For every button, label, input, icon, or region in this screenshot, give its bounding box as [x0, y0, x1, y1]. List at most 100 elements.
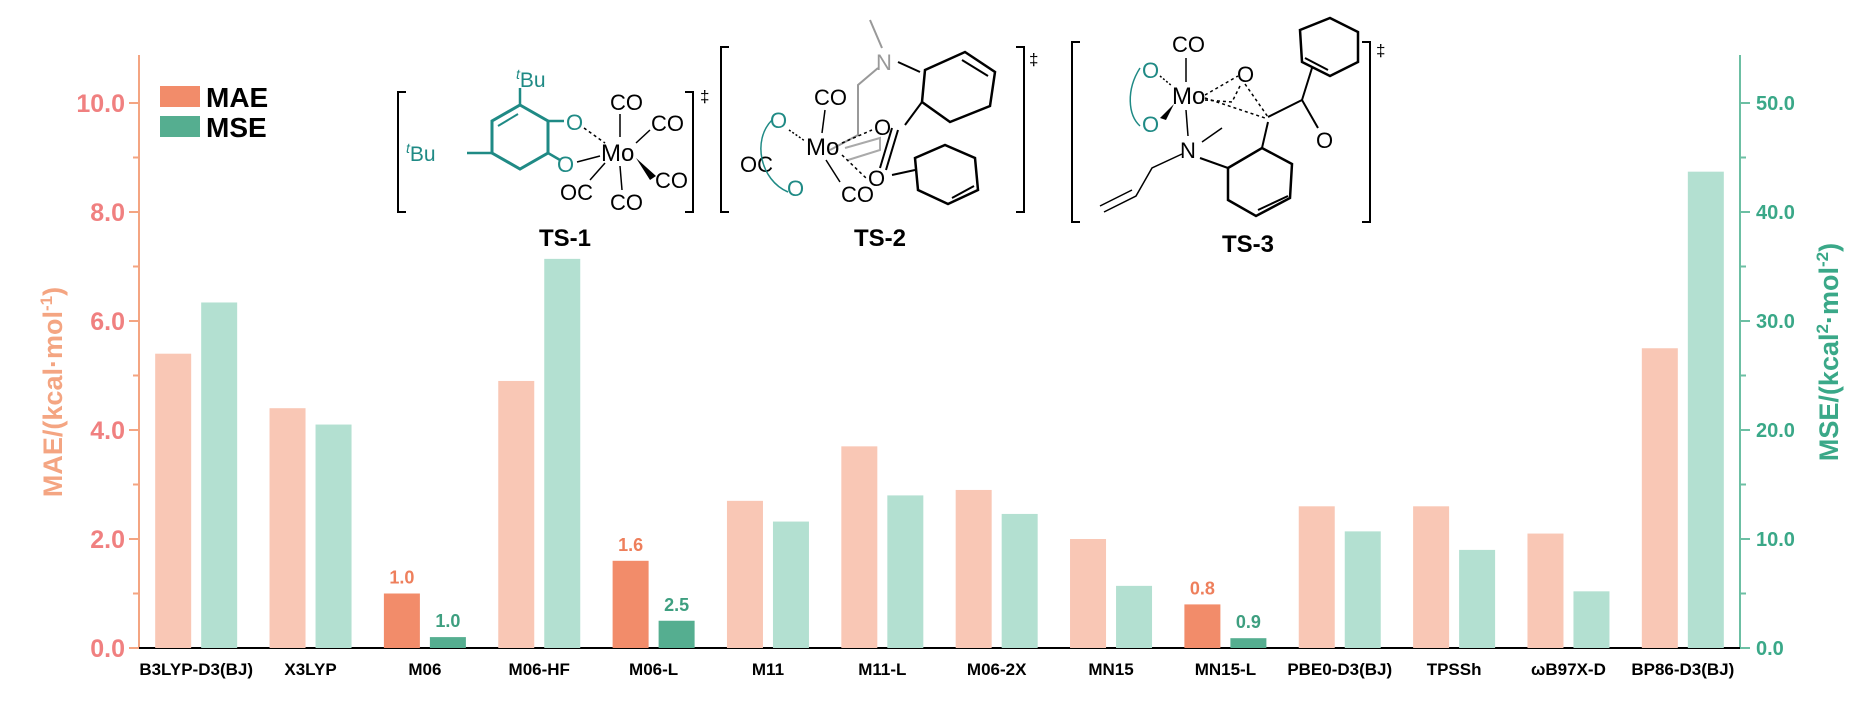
ts3-o-upper-left: O — [1142, 58, 1159, 83]
data-label-mae-4: 1.6 — [618, 535, 643, 555]
category-label-6: M11-L — [858, 660, 906, 679]
right-tick-label: 30.0 — [1756, 311, 1795, 333]
ts3-label: TS-3 — [1222, 231, 1274, 258]
ts3-allyl — [1103, 153, 1183, 213]
category-label-12: ωB97X-D — [1531, 660, 1606, 679]
ts1-tbu-top-text: Bu — [520, 69, 546, 92]
bar-mse-1 — [315, 424, 352, 648]
ts3-dash-a — [1204, 75, 1239, 96]
ts2-label: TS-2 — [854, 225, 906, 252]
bar-mae-0 — [155, 353, 192, 648]
axes — [138, 55, 1741, 649]
ts1-dagger: ‡ — [700, 87, 709, 106]
left-tick-label: 2.0 — [90, 526, 125, 554]
ts2-structure: ‡ N O O Mo CO O OC O CO TS-2 — [720, 19, 1038, 252]
bar-mse-3 — [544, 258, 581, 648]
ts2-allyl-double — [844, 136, 881, 161]
ts2-chelate-arc — [760, 119, 789, 193]
ts1-o-1: O — [566, 110, 583, 135]
right-ticks: 0.0 10.0 20.0 30.0 40.0 50.0 — [1740, 93, 1795, 660]
ts2-o-left: O — [770, 108, 787, 133]
ts3-o-lower-left: O — [1142, 112, 1159, 137]
category-label-5: M11 — [752, 660, 784, 679]
bar-mse-9 — [1230, 638, 1267, 648]
bar-mae-4 — [612, 560, 649, 648]
right-axis-title: MSE/(kcal2·mol-2) — [1813, 243, 1844, 461]
right-axis-title-sup2: -2 — [1813, 252, 1832, 267]
ts2-bracket-right — [1016, 46, 1025, 213]
ts1-tbu-top-sup: t — [516, 66, 521, 82]
category-label-3: M06-HF — [509, 660, 570, 679]
right-axis-title-end: ) — [1814, 243, 1844, 252]
category-labels: B3LYP-D3(BJ) X3LYP M06 M06-HF M06-L M11 M11-L M… — [139, 660, 1734, 679]
ts1-bracket-left — [397, 91, 406, 213]
data-label-mse-4: 2.5 — [664, 595, 689, 615]
ts2-co-low: CO — [841, 182, 874, 207]
ts3-n-aryl — [1199, 157, 1229, 169]
ts2-o-bottom: O — [787, 176, 804, 201]
left-tick-label: 10.0 — [76, 90, 125, 118]
ts2-c-c — [904, 101, 923, 126]
ts1-co-top: CO — [610, 90, 643, 115]
bar-mae-10 — [1298, 506, 1335, 648]
ts3-aryl-ring — [1226, 146, 1294, 218]
ts2-aryl-ring — [920, 50, 997, 124]
category-label-13: BP86-D3(BJ) — [1631, 660, 1734, 679]
bars — [155, 171, 1724, 649]
ts1-ring-inner — [497, 113, 519, 127]
bar-mse-8 — [1116, 585, 1153, 648]
ts1-dash-1 — [583, 127, 606, 144]
ts2-n-aryl — [897, 61, 921, 73]
ts3-bracket-right — [1362, 41, 1371, 223]
legend-swatch-mse — [160, 116, 200, 137]
data-label-mse-9: 0.9 — [1236, 612, 1261, 632]
ts3-allyl-double — [1099, 189, 1133, 207]
right-axis-title-main: MSE/(kcal — [1814, 334, 1844, 462]
left-tick-label: 6.0 — [90, 308, 125, 336]
ts2-n: N — [876, 50, 892, 75]
ts2-n-methyl — [869, 19, 883, 49]
bar-mae-7 — [955, 489, 992, 648]
ts3-n: N — [1180, 138, 1196, 163]
category-label-9: MN15-L — [1195, 660, 1256, 679]
ts1-wedge — [636, 158, 656, 180]
category-label-11: TPSSh — [1427, 660, 1482, 679]
bar-mae-12 — [1527, 533, 1564, 648]
ts3-dash-b — [1204, 97, 1266, 119]
ts3-c-phenyl — [1301, 67, 1313, 101]
ts3-structure: ‡ CO Mo O O O O N TS-3 — [1071, 16, 1385, 258]
bar-mae-8 — [1070, 539, 1107, 648]
ts1-oc-ll: OC — [560, 180, 593, 205]
ts3-mo-n — [1185, 109, 1189, 137]
left-axis-title: MAE/(kcal·mol-1) — [37, 287, 68, 497]
ts3-c-aryl — [1261, 121, 1269, 149]
bar-labels: 1.0 1.0 1.6 2.5 0.8 0.9 — [389, 535, 1261, 632]
bar-mse-11 — [1459, 549, 1496, 648]
ts3-wedge — [1160, 104, 1174, 120]
bar-mae-5 — [726, 500, 763, 648]
ts3-epox-1 — [1244, 83, 1269, 118]
data-label-mse-2: 1.0 — [435, 611, 460, 631]
right-axis-title-sup1: 2 — [1813, 324, 1832, 333]
bar-mae-11 — [1413, 506, 1450, 648]
bar-mse-6 — [887, 495, 924, 648]
data-label-mae-9: 0.8 — [1190, 578, 1215, 598]
bar-mae-1 — [269, 408, 306, 648]
ts1-co-bond-2 — [547, 151, 561, 162]
ts3-co-top: CO — [1172, 32, 1205, 57]
left-tick-label: 8.0 — [90, 199, 125, 227]
left-tick-label: 0.0 — [90, 635, 125, 663]
left-ticks: 0.0 2.0 4.0 6.0 8.0 10.0 — [76, 90, 139, 663]
legend-label-mae: MAE — [206, 82, 268, 113]
ts1-co-lr: CO — [655, 168, 688, 193]
ts1-tbu-left-sup: t — [406, 140, 411, 156]
left-axis-title-main: MAE/(kcal·mol — [38, 311, 68, 497]
ts2-c-phenyl — [891, 169, 916, 176]
right-axis-title-mid: ·mol — [1814, 267, 1844, 324]
right-tick-label: 40.0 — [1756, 202, 1795, 224]
ts1-metal: Mo — [601, 140, 634, 167]
ts1-structure: ‡ tBu tBu O O Mo CO CO CO OC CO TS-1 — [397, 66, 709, 252]
ts3-aryl-inner — [1257, 195, 1289, 211]
ts3-dash-c — [1204, 99, 1233, 103]
